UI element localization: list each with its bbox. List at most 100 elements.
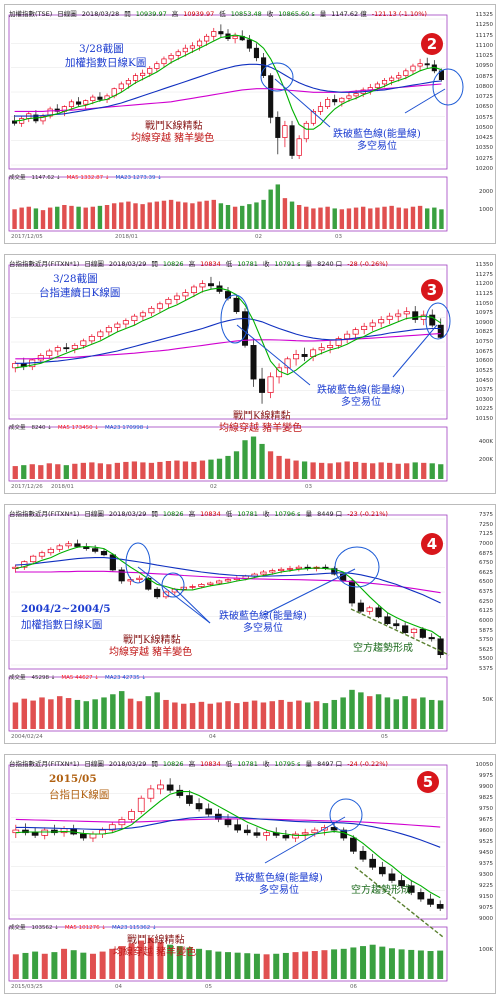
volume-bar	[402, 696, 408, 729]
volume-tick-label: 100K	[478, 947, 493, 953]
volume-label: 成交量	[9, 175, 26, 181]
candle	[253, 47, 260, 59]
x-axis-label: 03	[335, 234, 342, 240]
candle	[357, 602, 364, 612]
volume-bar	[420, 697, 426, 729]
warning-text-line: 戰鬥K線精黏	[123, 635, 181, 646]
quote-close: 10865.60 s	[278, 10, 315, 18]
warning-text-line: 戰鬥K線精黏	[127, 935, 185, 946]
volume-bar	[327, 463, 333, 479]
volume-bar	[421, 462, 427, 479]
candle	[292, 833, 299, 839]
volume-bar	[216, 458, 223, 479]
volume-bar	[384, 697, 391, 729]
volume-bar	[147, 937, 154, 979]
volume-bar	[225, 952, 231, 979]
volume-bar	[48, 699, 54, 729]
volume-bar	[310, 462, 316, 479]
volume-bar	[157, 461, 163, 479]
candle	[40, 115, 46, 122]
volume-bar	[180, 703, 187, 729]
candle	[80, 340, 87, 346]
y-tick-label: 11275	[475, 271, 494, 278]
volume-bar	[254, 202, 259, 229]
volume-bar	[268, 189, 273, 229]
volume-bar	[12, 466, 18, 479]
y-tick-label: 10650	[475, 104, 494, 111]
volume-bar	[65, 698, 72, 729]
candle	[301, 832, 309, 835]
volume-bar	[282, 952, 289, 979]
volume-bar	[196, 948, 203, 979]
candle	[56, 545, 63, 550]
candle	[76, 101, 82, 105]
volume-bar	[40, 210, 46, 229]
candle	[71, 345, 78, 350]
quote-open: 10826	[162, 760, 184, 768]
candle	[31, 832, 39, 836]
y-tick-label: 9150	[479, 894, 493, 900]
quote-close-label: 收	[262, 760, 270, 768]
y-tick-label: 10275	[475, 155, 494, 162]
candle	[374, 83, 380, 88]
candle	[125, 80, 131, 85]
y-tick-label: 6875	[479, 550, 493, 557]
ma5-line	[15, 545, 441, 638]
candle	[12, 362, 19, 369]
volume-bar	[165, 461, 172, 479]
volume-bar	[123, 461, 129, 479]
volume-bar	[368, 208, 373, 229]
candle	[60, 828, 68, 834]
candle	[165, 298, 172, 305]
candle	[246, 39, 252, 49]
break-text-line: 跌破藍色線(能量線)	[317, 385, 405, 396]
volume-bar	[350, 947, 357, 979]
y-tick-label: 9825	[479, 795, 493, 801]
volume-bar	[296, 700, 302, 729]
volume-bar	[128, 943, 135, 979]
y-tick-label: 9600	[479, 828, 493, 834]
volume-bar	[293, 460, 299, 479]
candle	[398, 880, 405, 887]
candle	[366, 607, 373, 612]
volume-bar	[163, 699, 169, 729]
break-text-line: 多空易位	[259, 885, 299, 896]
volume-bar	[114, 462, 121, 479]
candle	[97, 331, 104, 337]
candle	[216, 580, 223, 584]
volume-ma5: MA5 44627 ↓	[61, 675, 99, 681]
volume-bar	[225, 701, 231, 729]
y-tick-label: 10750	[475, 339, 494, 345]
volume-bar	[412, 462, 418, 479]
quote-vol-label: 量	[305, 260, 313, 268]
volume-bar	[138, 940, 145, 979]
candle	[393, 623, 400, 627]
annotation-arrow	[404, 88, 446, 114]
volume-bar	[260, 702, 267, 729]
volume-bar	[109, 948, 116, 979]
volume-bar	[259, 443, 265, 479]
volume-bar	[204, 200, 209, 229]
volume-label: 成交量	[9, 425, 26, 431]
candle	[284, 358, 291, 369]
volume-bar	[119, 202, 124, 229]
x-axis-label: 05	[205, 984, 212, 990]
quote-change: -121.13 (-1.10%)	[371, 10, 427, 18]
y-tick-label: 10375	[475, 387, 494, 394]
break-text-line: 跌破藍色線(能量線)	[219, 611, 307, 622]
volume-bar	[47, 207, 53, 229]
candle	[361, 325, 368, 330]
volume-bar	[208, 459, 214, 479]
volume-ma5: MA5 173450 ↓	[57, 425, 99, 431]
volume-bar	[168, 199, 174, 229]
quote-vol: 8240 口	[317, 260, 343, 268]
volume-bar	[427, 951, 434, 979]
y-tick-label: 6625	[479, 569, 493, 576]
candle	[12, 120, 18, 124]
highlight-circle	[161, 572, 185, 598]
ma5-line	[14, 34, 442, 130]
volume-vol: 45298 ↓	[31, 675, 56, 681]
quote-high-label: 高	[188, 760, 196, 768]
y-tick-label: 11175	[475, 32, 494, 39]
volume-bar	[244, 953, 251, 979]
